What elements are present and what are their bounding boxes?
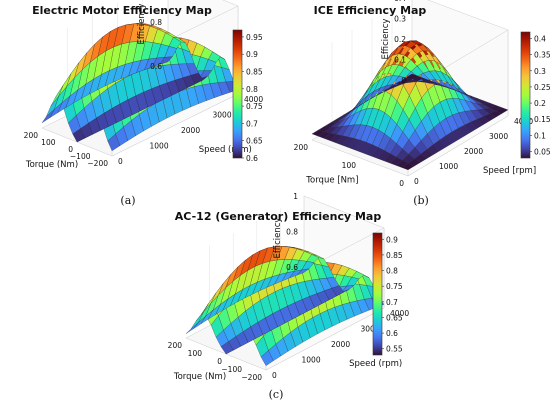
colorbar: [520, 31, 531, 159]
z-axis-label: Efficiency: [273, 218, 283, 259]
y-axis-label: Speed (rpm): [349, 359, 402, 369]
colorbar-tick-label: 0.65: [386, 313, 403, 322]
colorbar-tick-label: 0.6: [386, 329, 398, 338]
x-tick-label: −200: [241, 373, 262, 382]
panel-caption: (a): [120, 194, 135, 207]
colorbar-tick-label: 0.35: [534, 51, 550, 60]
colorbar-tick-label: 0.85: [386, 251, 403, 260]
chart-panel-c: AC-12 (Generator) Efficiency Map 0.6 0.8 1 E…: [168, 192, 410, 401]
y-axis-label: Speed [rpm]: [483, 166, 536, 176]
x-tick-label: −100: [221, 365, 242, 374]
panel-caption: (b): [413, 194, 429, 207]
z-tick-label: 0.3: [394, 15, 406, 24]
z-tick-label: 0.1: [394, 56, 406, 65]
y-tick-label: 2000: [464, 147, 483, 156]
y-tick-label: 0: [118, 157, 123, 166]
y-axis-label: Speed (rpm): [199, 145, 252, 155]
surface-patch: [311, 129, 325, 137]
z-tick-label: 0.4: [394, 0, 406, 3]
colorbar: [232, 29, 243, 159]
y-tick-label: 0: [272, 371, 277, 380]
z-tick-label: 1: [293, 192, 298, 201]
chart-title: Electric Motor Efficiency Map: [32, 4, 212, 17]
y-tick-label: 1000: [302, 356, 321, 365]
y-tick-label: 0: [414, 177, 419, 186]
x-tick-label: 0: [68, 145, 73, 154]
colorbar-tick-label: 0.75: [246, 102, 263, 111]
colorbar-tick-label: 0.75: [386, 282, 403, 291]
colorbar-tick-label: 0.2: [534, 99, 546, 108]
x-axis-label: Torque (Nm): [173, 372, 226, 382]
colorbar-tick-label: 0.1: [534, 131, 546, 140]
colorbar-tick-label: 0.05: [534, 148, 550, 157]
x-tick-label: 0: [217, 357, 222, 366]
y-tick-label: 1000: [439, 162, 458, 171]
y-tick-label: 3000: [213, 111, 232, 120]
z-axis-label: Efficiency: [137, 4, 147, 45]
colorbar: [372, 232, 383, 356]
colorbar-tick-label: 0.55: [386, 345, 403, 354]
colorbar-tick-label: 0.65: [246, 137, 263, 146]
colorbar-tick-label: 0.85: [246, 68, 263, 77]
z-tick-label: 0.6: [150, 62, 162, 71]
y-tick-label: 3000: [489, 132, 508, 141]
x-axis-label: Torque [Nm]: [305, 175, 358, 185]
z-tick-label: 0.6: [286, 263, 298, 272]
chart-title: AC-12 (Generator) Efficiency Map: [175, 210, 382, 223]
x-tick-label: 100: [342, 161, 357, 170]
panel-caption: (c): [269, 388, 284, 401]
y-tick-label: 2000: [181, 126, 200, 135]
x-tick-label: 0: [399, 179, 404, 188]
x-axis-label: Torque (Nm): [25, 160, 78, 170]
colorbar-tick-label: 0.3: [534, 67, 546, 76]
x-tick-label: 200: [24, 131, 39, 140]
colorbar-tick-label: 0.8: [386, 267, 398, 276]
chart-title: ICE Efficiency Map: [314, 4, 427, 17]
surface-patch: [185, 322, 199, 334]
y-tick-label: 4000: [390, 309, 409, 318]
y-tick-label: 2000: [331, 340, 350, 349]
colorbar-tick-label: 0.15: [534, 115, 550, 124]
z-tick-label: 0.8: [286, 228, 298, 237]
surface-patch: [41, 109, 55, 123]
colorbar-tick-label: 0.7: [386, 298, 398, 307]
colorbar-tick-label: 0.4: [534, 34, 546, 43]
chart-panel-a: Electric Motor Efficiency Map0.60.81Effi…: [24, 0, 263, 207]
z-tick-label: 0.8: [150, 18, 162, 27]
x-tick-label: 100: [188, 349, 203, 358]
z-tick-label: 0: [401, 76, 406, 85]
colorbar-tick-label: 0.95: [246, 33, 263, 42]
colorbar-tick-label: 0.8: [246, 85, 258, 94]
y-tick-label: 1000: [150, 142, 169, 151]
x-tick-label: −100: [70, 152, 91, 161]
colorbar-tick-label: 0.9: [386, 235, 398, 244]
x-tick-label: 200: [294, 143, 309, 152]
colorbar-tick-label: 0.6: [246, 154, 258, 163]
x-tick-label: 100: [41, 138, 56, 147]
colorbar-tick-label: 0.7: [246, 119, 258, 128]
y-tick-label: 4000: [244, 95, 263, 104]
z-tick-label: 0.2: [394, 35, 406, 44]
colorbar-tick-label: 0.9: [246, 50, 258, 59]
chart-panel-b: ICE Efficiency Map 0 0.1 0.2 0.3 0.4 Efficienc…: [294, 0, 550, 207]
y-tick-label: 3000: [361, 325, 380, 334]
z-axis-label: Efficiency: [381, 19, 391, 60]
colorbar-tick-label: 0.25: [534, 83, 550, 92]
x-tick-label: 200: [168, 341, 183, 350]
x-tick-label: −200: [87, 159, 108, 168]
